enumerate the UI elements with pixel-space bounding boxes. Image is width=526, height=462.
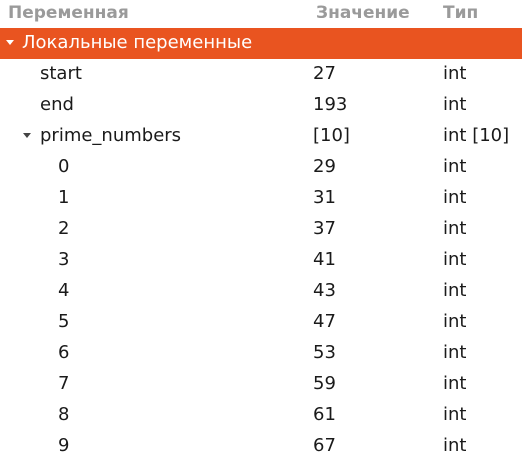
element-value: 31 bbox=[313, 187, 336, 208]
column-header: Переменная Значение Тип bbox=[0, 0, 526, 28]
column-header-name[interactable]: Переменная bbox=[8, 3, 129, 23]
element-type: int bbox=[443, 218, 467, 239]
variable-name: prime_numbers bbox=[40, 125, 182, 146]
variable-type: int [10] bbox=[443, 125, 510, 146]
variable-value: [10] bbox=[313, 125, 350, 146]
variable-type: int bbox=[443, 63, 467, 84]
array-element-row[interactable]: 8 61 int bbox=[0, 400, 526, 431]
element-value: 47 bbox=[313, 311, 336, 332]
element-type: int bbox=[443, 187, 467, 208]
array-element-row[interactable]: 5 47 int bbox=[0, 307, 526, 338]
element-type: int bbox=[443, 373, 467, 394]
group-row-local-variables[interactable]: Локальные переменные bbox=[0, 28, 522, 59]
element-value: 37 bbox=[313, 218, 336, 239]
element-type: int bbox=[443, 404, 467, 425]
element-index: 2 bbox=[58, 218, 70, 239]
element-value: 61 bbox=[313, 404, 336, 425]
element-index: 1 bbox=[58, 187, 70, 208]
variable-name: start bbox=[40, 63, 82, 84]
triangle-down-icon[interactable] bbox=[23, 133, 31, 138]
element-type: int bbox=[443, 280, 467, 301]
element-index: 5 bbox=[58, 311, 70, 332]
element-type: int bbox=[443, 311, 467, 332]
variable-value: 27 bbox=[313, 63, 336, 84]
element-value: 29 bbox=[313, 156, 336, 177]
array-element-row[interactable]: 0 29 int bbox=[0, 152, 526, 183]
array-element-row[interactable]: 7 59 int bbox=[0, 369, 526, 400]
element-value: 41 bbox=[313, 249, 336, 270]
element-index: 7 bbox=[58, 373, 70, 394]
variable-row-prime-numbers[interactable]: prime_numbers [10] int [10] bbox=[0, 121, 526, 152]
element-index: 6 bbox=[58, 342, 70, 363]
array-element-row[interactable]: 2 37 int bbox=[0, 214, 526, 245]
array-element-row[interactable]: 6 53 int bbox=[0, 338, 526, 369]
element-value: 43 bbox=[313, 280, 336, 301]
variable-name: end bbox=[40, 94, 74, 115]
group-label: Локальные переменные bbox=[22, 32, 253, 53]
triangle-down-icon[interactable] bbox=[6, 40, 14, 45]
element-index: 8 bbox=[58, 404, 70, 425]
element-index: 9 bbox=[58, 435, 70, 456]
variable-type: int bbox=[443, 94, 467, 115]
element-index: 4 bbox=[58, 280, 70, 301]
element-value: 67 bbox=[313, 435, 336, 456]
array-element-row[interactable]: 3 41 int bbox=[0, 245, 526, 276]
array-element-row[interactable]: 1 31 int bbox=[0, 183, 526, 214]
variable-row-end[interactable]: end 193 int bbox=[0, 90, 526, 121]
array-element-row[interactable]: 9 67 int bbox=[0, 431, 526, 462]
variable-row-start[interactable]: start 27 int bbox=[0, 59, 526, 90]
array-element-row[interactable]: 4 43 int bbox=[0, 276, 526, 307]
element-type: int bbox=[443, 342, 467, 363]
column-header-type[interactable]: Тип bbox=[443, 3, 479, 23]
element-index: 3 bbox=[58, 249, 70, 270]
variable-value: 193 bbox=[313, 94, 348, 115]
element-value: 53 bbox=[313, 342, 336, 363]
column-header-value[interactable]: Значение bbox=[316, 3, 410, 23]
element-type: int bbox=[443, 435, 467, 456]
element-type: int bbox=[443, 249, 467, 270]
element-index: 0 bbox=[58, 156, 70, 177]
element-value: 59 bbox=[313, 373, 336, 394]
element-type: int bbox=[443, 156, 467, 177]
